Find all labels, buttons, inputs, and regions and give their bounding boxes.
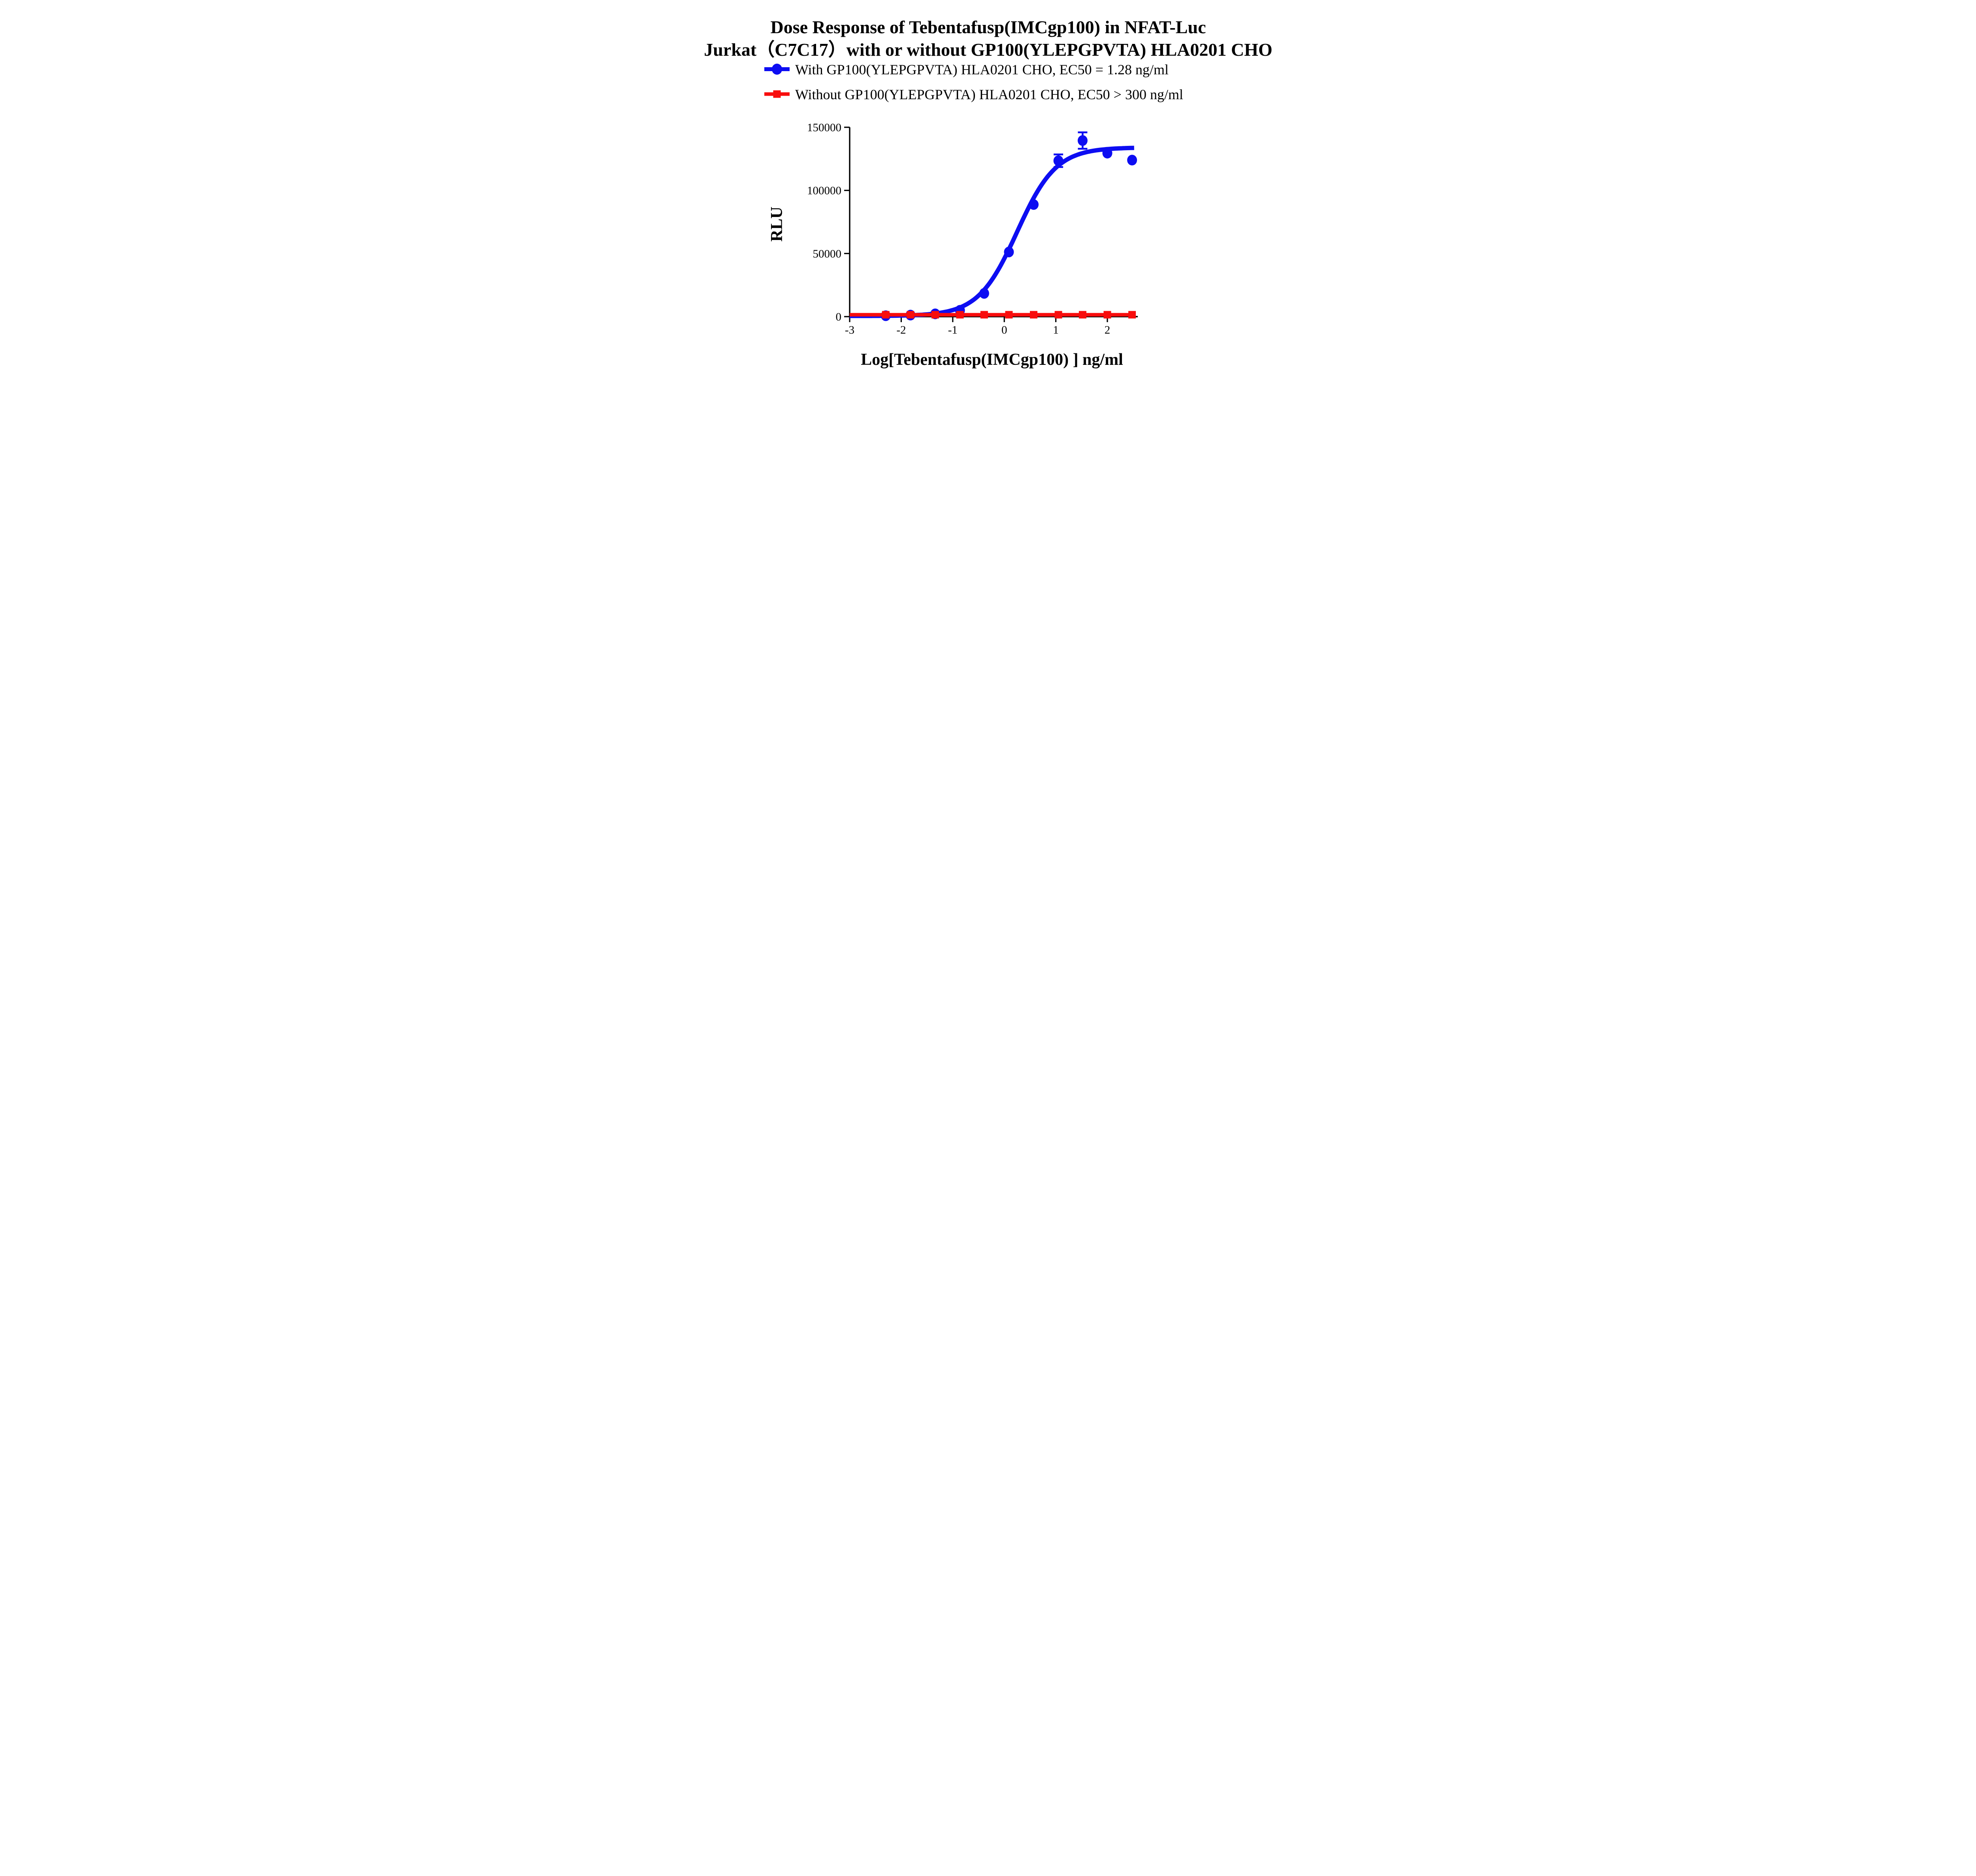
chart-title: Dose Response of Tebentafusp(IMCgp100) i… — [704, 17, 1272, 60]
data-point-square — [882, 311, 890, 319]
data-point-square — [1054, 311, 1062, 319]
legend-circle-marker-icon — [771, 64, 782, 75]
data-point-square — [906, 311, 914, 319]
y-tick-label: 50000 — [813, 247, 841, 260]
y-tick-label: 150000 — [807, 121, 841, 134]
data-point-square — [1005, 311, 1013, 319]
legend: With GP100(YLEPGPVTA) HLA0201 CHO, EC50 … — [764, 62, 1183, 102]
data-point-square — [956, 311, 964, 319]
fitted-curve-with-gp100 — [849, 145, 1134, 318]
legend-item-with-gp100: With GP100(YLEPGPVTA) HLA0201 CHO, EC50 … — [764, 62, 1169, 77]
data-point-circle — [1028, 199, 1039, 210]
chart-title-line2: Jurkat（C7C17）with or without GP100(YLEPG… — [704, 40, 1272, 60]
data-point-circle — [1102, 147, 1112, 159]
data-point-circle — [1127, 155, 1137, 166]
data-point-square — [1029, 311, 1037, 319]
data-point-square — [980, 311, 988, 319]
legend-square-marker-icon — [773, 90, 781, 98]
y-tick-label: 100000 — [807, 185, 841, 197]
y-tick-label: 0 — [835, 311, 841, 323]
chart-title-line1: Dose Response of Tebentafusp(IMCgp100) i… — [770, 17, 1206, 37]
series-without-gp100 — [849, 311, 1136, 319]
data-point-circle — [1053, 155, 1063, 166]
data-point-square — [931, 311, 939, 319]
data-point-square — [1079, 311, 1086, 319]
x-axis-title: Log[Tebentafusp(IMCgp100) ] ng/ml — [861, 351, 1123, 369]
series-with-gp100 — [849, 131, 1137, 321]
data-point-circle — [979, 288, 989, 299]
dose-response-chart: Dose Response of Tebentafusp(IMCgp100) i… — [704, 17, 1272, 369]
y-axis-title: RLU — [768, 207, 786, 242]
x-tick-label: -2 — [896, 324, 906, 336]
data-point-circle — [1077, 135, 1088, 146]
legend-item-without-gp100: Without GP100(YLEPGPVTA) HLA0201 CHO, EC… — [764, 87, 1183, 102]
data-point-square — [1103, 311, 1111, 319]
x-tick-label: -1 — [948, 324, 957, 336]
legend-label-without-gp100: Without GP100(YLEPGPVTA) HLA0201 CHO, EC… — [795, 87, 1183, 102]
x-tick-label: 2 — [1104, 324, 1110, 336]
data-point-circle — [1003, 247, 1014, 258]
x-tick-label: 0 — [1001, 324, 1007, 336]
x-tick-label: -3 — [845, 324, 854, 336]
figure-page: Dose Response of Tebentafusp(IMCgp100) i… — [694, 0, 1282, 375]
legend-label-with-gp100: With GP100(YLEPGPVTA) HLA0201 CHO, EC50 … — [795, 62, 1169, 77]
x-tick-label: 1 — [1053, 324, 1059, 336]
data-point-square — [1128, 311, 1136, 319]
